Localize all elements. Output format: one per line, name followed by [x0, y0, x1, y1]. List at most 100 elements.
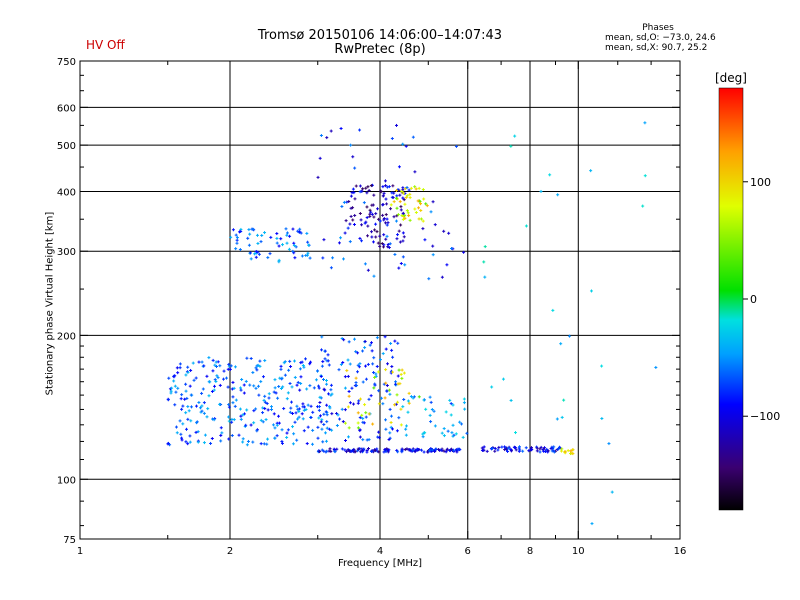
- scatter-point: [400, 448, 404, 452]
- scatter-point: [317, 408, 321, 412]
- scatter-point: [430, 408, 434, 412]
- scatter-point: [288, 410, 292, 414]
- scatter-point: [404, 424, 408, 428]
- scatter-point: [354, 376, 358, 380]
- scatter-point: [454, 144, 458, 148]
- scatter-point: [239, 229, 243, 233]
- scatter-point: [322, 238, 326, 242]
- scatter-point: [288, 382, 292, 386]
- scatter-point: [349, 143, 353, 147]
- scatter-point: [285, 431, 289, 435]
- scatter-point: [253, 252, 257, 256]
- scatter-point: [449, 447, 453, 451]
- y-axis-label: Stationary phase Virtual Height [km]: [44, 211, 56, 396]
- scatter-point: [335, 424, 339, 428]
- scatter-point: [641, 204, 645, 208]
- scatter-point: [272, 390, 276, 394]
- scatter-point: [355, 384, 359, 388]
- scatter-point: [363, 221, 367, 225]
- scatter-point: [331, 256, 335, 260]
- scatter-point: [354, 350, 358, 354]
- scatter-point: [295, 383, 299, 387]
- scatter-point: [353, 166, 357, 170]
- scatter-point: [384, 184, 388, 188]
- scatter-point: [178, 419, 182, 423]
- scatter-point: [318, 450, 322, 454]
- scatter-point: [503, 445, 507, 449]
- scatter-point: [396, 400, 400, 404]
- scatter-point: [369, 394, 373, 398]
- scatter-point: [390, 191, 394, 195]
- scatter-point: [275, 236, 279, 240]
- scatter-point: [290, 385, 294, 389]
- scatter-point: [371, 422, 375, 426]
- scatter-point: [370, 449, 374, 453]
- scatter-point: [349, 449, 353, 453]
- scatter-point: [368, 208, 372, 212]
- scatter-point: [263, 407, 267, 411]
- scatter-point: [404, 433, 408, 437]
- scatter-point: [348, 222, 352, 226]
- scatter-point: [322, 423, 326, 427]
- scatter-point: [214, 360, 218, 364]
- chart-title-line2: RwPretec (8p): [334, 42, 426, 57]
- scatter-point: [343, 448, 347, 452]
- scatter-point: [309, 416, 313, 420]
- scatter-point: [312, 386, 316, 390]
- scatter-point: [230, 434, 234, 438]
- scatter-point: [252, 409, 256, 413]
- scatter-point: [451, 403, 455, 407]
- scatter-point: [326, 353, 330, 357]
- scatter-point: [251, 227, 255, 231]
- scatter-point: [340, 447, 344, 451]
- scatter-point: [396, 450, 400, 454]
- scatter-point: [411, 396, 415, 400]
- scatter-point: [308, 362, 312, 366]
- scatter-point: [243, 412, 247, 416]
- scatter-point: [366, 268, 370, 272]
- scatter-point: [401, 239, 405, 243]
- scatter-point: [442, 449, 446, 453]
- scatter-point: [277, 414, 281, 418]
- scatter-point: [416, 199, 420, 203]
- scatter-point: [321, 360, 325, 364]
- scatter-point: [483, 245, 487, 249]
- scatter-point: [186, 370, 190, 374]
- scatter-point: [203, 433, 207, 437]
- scatter-point: [215, 374, 219, 378]
- scatter-point: [272, 412, 276, 416]
- scatter-point: [298, 230, 302, 234]
- scatter-point: [298, 367, 302, 371]
- scatter-point: [414, 187, 418, 191]
- scatter-point: [394, 188, 398, 192]
- scatter-point: [190, 405, 194, 409]
- scatter-point: [194, 404, 198, 408]
- scatter-point: [377, 436, 381, 440]
- scatter-point: [275, 423, 279, 427]
- scatter-point: [501, 377, 505, 381]
- scatter-point: [483, 275, 487, 279]
- scatter-point: [195, 420, 199, 424]
- scatter-point: [293, 256, 297, 260]
- scatter-point: [286, 391, 290, 395]
- scatter-point: [199, 406, 203, 410]
- scatter-point: [421, 219, 425, 223]
- scatter-point: [238, 407, 242, 411]
- scatter-point: [259, 418, 263, 422]
- scatter-point: [517, 445, 521, 449]
- scatter-point: [390, 348, 394, 352]
- scatter-point: [328, 427, 332, 431]
- scatter-point: [342, 338, 346, 342]
- scatter-point: [251, 440, 255, 444]
- scatter-point: [530, 448, 534, 452]
- scatter-point: [521, 449, 525, 453]
- scatter-point: [444, 450, 448, 454]
- scatter-point: [395, 429, 399, 433]
- scatter-point: [535, 446, 539, 450]
- scatter-point: [385, 202, 389, 206]
- scatter-point: [556, 447, 560, 451]
- phases-summary: Phases mean, sd,O: −73.0, 24.6 mean, sd,…: [605, 23, 725, 53]
- scatter-point: [403, 216, 407, 220]
- scatter-point: [317, 384, 321, 388]
- scatter-point: [388, 407, 392, 411]
